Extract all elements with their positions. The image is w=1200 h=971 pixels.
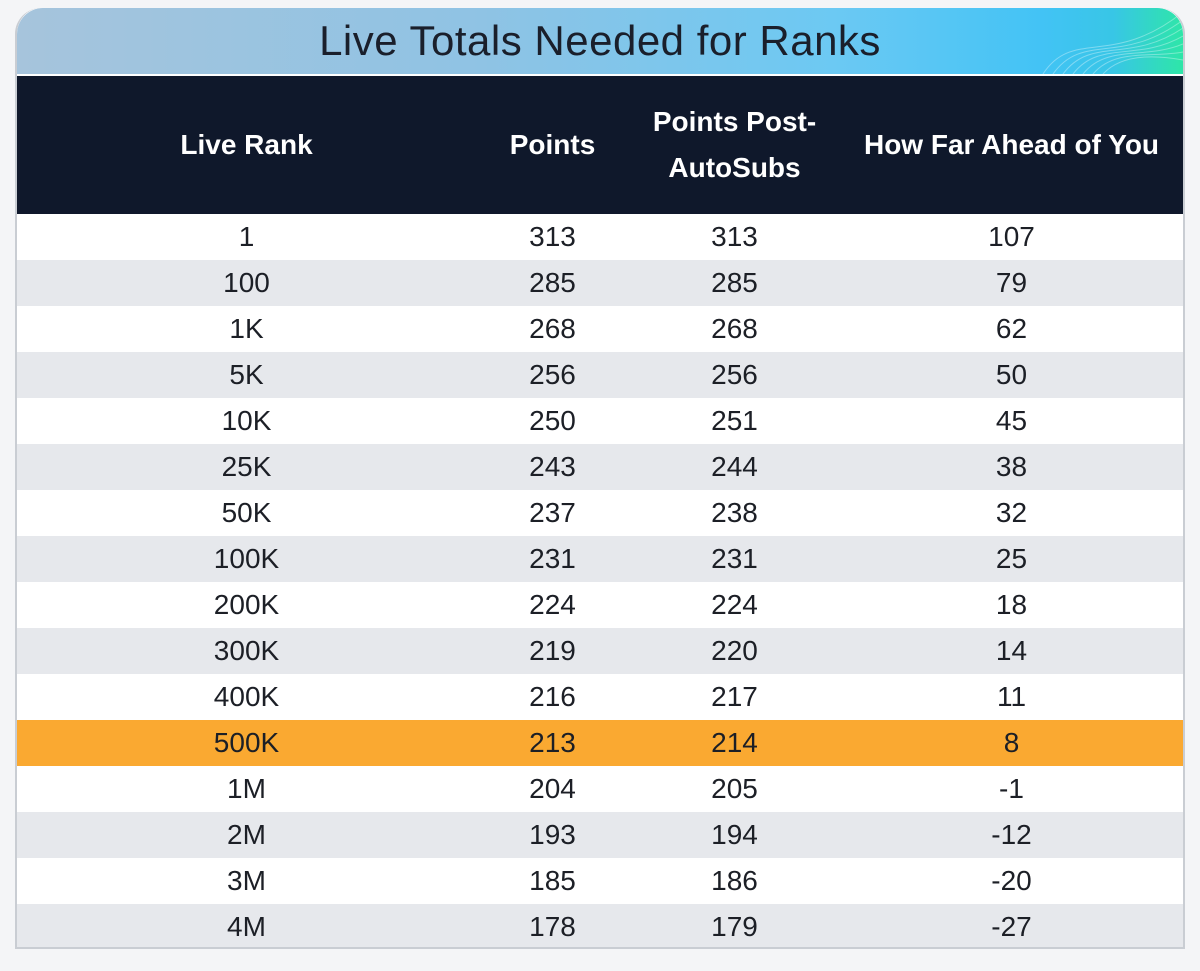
table-row: 1 313 313 107 — [17, 214, 1183, 260]
table-row: 1K 268 268 62 — [17, 306, 1183, 352]
cell-how-far-ahead: -20 — [991, 865, 1032, 896]
cell-points: 231 — [529, 543, 576, 574]
cell-how-far-ahead: 11 — [996, 681, 1027, 712]
table-row: 4M 178 179 -27 — [17, 904, 1183, 947]
cell-live-rank: 1K — [229, 313, 264, 344]
ranks-table: Live Rank Points Points Post-AutoSubs Ho… — [17, 76, 1183, 947]
cell-points-post-autosubs: 231 — [711, 543, 758, 574]
cell-live-rank: 500K — [213, 727, 280, 758]
cell-points-post-autosubs: 194 — [711, 819, 758, 850]
ranks-card: Live Totals Needed for Ranks Live Rank P… — [15, 8, 1185, 949]
cell-points-post-autosubs: 186 — [711, 865, 758, 896]
cell-how-far-ahead: 45 — [995, 405, 1028, 436]
cell-live-rank: 300K — [213, 635, 280, 666]
cell-points-post-autosubs: 256 — [711, 359, 758, 390]
cell-points-post-autosubs: 224 — [711, 589, 758, 620]
cell-points: 185 — [529, 865, 576, 896]
cell-how-far-ahead: -27 — [991, 911, 1032, 942]
cell-how-far-ahead: 38 — [995, 451, 1028, 482]
cell-points-post-autosubs: 238 — [711, 497, 758, 528]
page-title: Live Totals Needed for Ranks — [319, 17, 881, 64]
wave-pattern-icon — [1042, 11, 1183, 74]
table-row: 500K 213 214 8 — [17, 720, 1183, 766]
cell-live-rank: 50K — [221, 497, 272, 528]
cell-live-rank: 4M — [227, 911, 266, 942]
cell-live-rank: 25K — [221, 451, 272, 482]
cell-points-post-autosubs: 268 — [711, 313, 758, 344]
cell-points: 237 — [529, 497, 576, 528]
cell-live-rank: 3M — [227, 865, 266, 896]
cell-live-rank: 100 — [223, 267, 270, 298]
cell-points: 285 — [529, 267, 576, 298]
cell-points: 219 — [529, 635, 576, 666]
cell-points-post-autosubs: 205 — [711, 773, 758, 804]
table-row: 100K 231 231 25 — [17, 536, 1183, 582]
cell-live-rank: 1M — [227, 773, 266, 804]
cell-points: 193 — [529, 819, 576, 850]
cell-live-rank: 10K — [221, 405, 272, 436]
cell-points: 204 — [529, 773, 576, 804]
cell-points-post-autosubs: 244 — [711, 451, 758, 482]
cell-points: 178 — [529, 911, 576, 942]
cell-how-far-ahead: 18 — [995, 589, 1028, 620]
cell-points: 268 — [529, 313, 576, 344]
cell-how-far-ahead: 50 — [995, 359, 1028, 390]
cell-points: 216 — [529, 681, 576, 712]
header-how-far-ahead: How Far Ahead of You — [863, 129, 1160, 160]
cell-how-far-ahead: 79 — [995, 267, 1028, 298]
table-row: 400K 216 217 11 — [17, 674, 1183, 720]
table-row: 200K 224 224 18 — [17, 582, 1183, 628]
table-row: 10K 250 251 45 — [17, 398, 1183, 444]
table-header-row: Live Rank Points Points Post-AutoSubs Ho… — [17, 76, 1183, 214]
table-row: 1M 204 205 -1 — [17, 766, 1183, 812]
table-row: 100 285 285 79 — [17, 260, 1183, 306]
cell-how-far-ahead: 25 — [995, 543, 1028, 574]
cell-live-rank: 400K — [213, 681, 280, 712]
header-points: Points — [509, 129, 596, 160]
table-row: 3M 185 186 -20 — [17, 858, 1183, 904]
cell-how-far-ahead: 8 — [1003, 727, 1020, 758]
header-live-rank: Live Rank — [180, 129, 313, 160]
cell-how-far-ahead: 62 — [995, 313, 1028, 344]
cell-points: 213 — [529, 727, 576, 758]
table-row: 25K 243 244 38 — [17, 444, 1183, 490]
table-row: 300K 219 220 14 — [17, 628, 1183, 674]
cell-how-far-ahead: 14 — [995, 635, 1028, 666]
cell-points-post-autosubs: 217 — [711, 681, 758, 712]
cell-points: 250 — [529, 405, 576, 436]
cell-how-far-ahead: -12 — [991, 819, 1032, 850]
cell-live-rank: 200K — [213, 589, 280, 620]
title-bar: Live Totals Needed for Ranks — [17, 8, 1183, 74]
cell-points-post-autosubs: 179 — [711, 911, 758, 942]
cell-how-far-ahead: 32 — [995, 497, 1028, 528]
cell-live-rank: 5K — [229, 359, 264, 390]
header-points-post-autosubs: Points Post-AutoSubs — [652, 106, 817, 183]
cell-live-rank: 100K — [213, 543, 280, 574]
ranks-table-wrap: Live Rank Points Points Post-AutoSubs Ho… — [17, 76, 1183, 947]
cell-points-post-autosubs: 220 — [711, 635, 758, 666]
cell-how-far-ahead: -1 — [999, 773, 1024, 804]
cell-live-rank: 2M — [227, 819, 266, 850]
cell-points-post-autosubs: 251 — [711, 405, 758, 436]
table-row: 5K 256 256 50 — [17, 352, 1183, 398]
cell-points-post-autosubs: 313 — [711, 221, 758, 252]
cell-how-far-ahead: 107 — [988, 221, 1035, 252]
cell-points: 224 — [529, 589, 576, 620]
cell-live-rank: 1 — [238, 221, 255, 252]
cell-points: 256 — [529, 359, 576, 390]
cell-points-post-autosubs: 214 — [711, 727, 758, 758]
table-body: 1 313 313 107 100 285 285 79 1K 268 268 62 5K 256 256 5… — [17, 214, 1183, 947]
cell-points: 313 — [529, 221, 576, 252]
cell-points-post-autosubs: 285 — [711, 267, 758, 298]
cell-points: 243 — [529, 451, 576, 482]
table-row: 50K 237 238 32 — [17, 490, 1183, 536]
table-row: 2M 193 194 -12 — [17, 812, 1183, 858]
